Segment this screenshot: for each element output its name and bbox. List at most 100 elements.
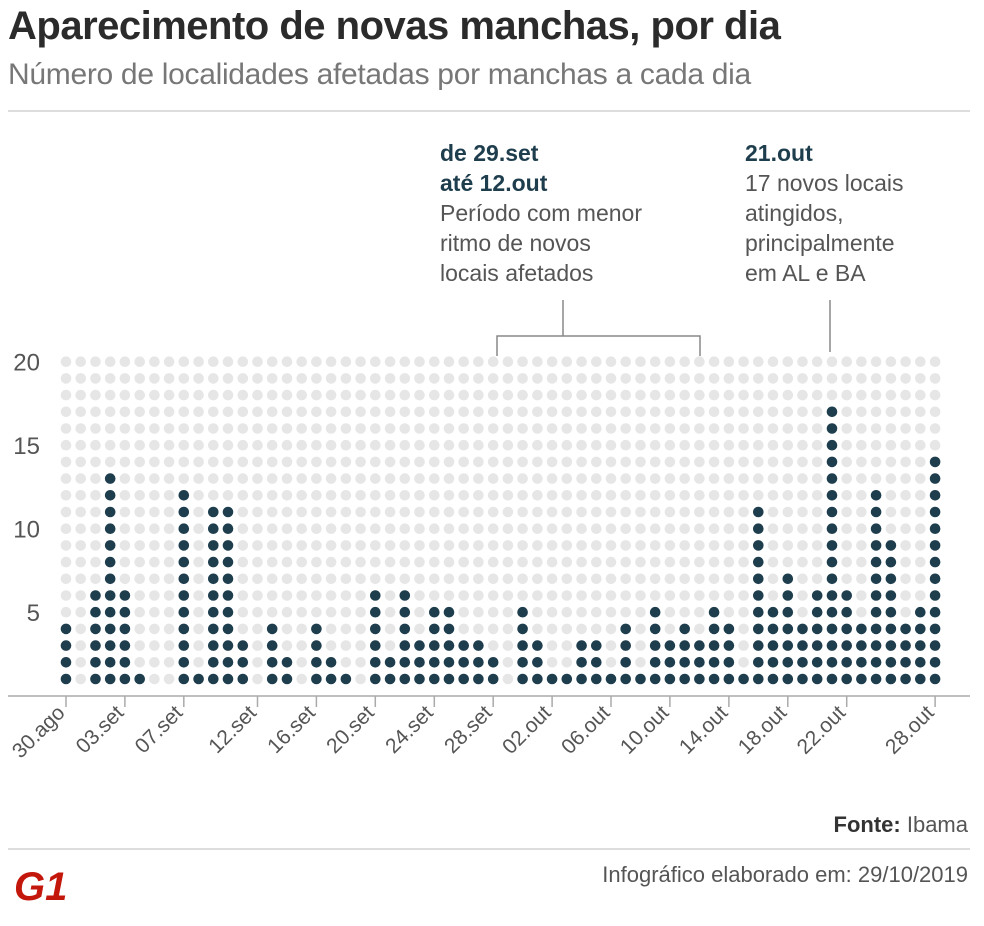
dot-empty <box>370 573 381 585</box>
dot-empty <box>458 406 470 418</box>
dot-filled <box>826 556 838 568</box>
dot-empty <box>811 540 823 551</box>
dot-empty <box>281 423 293 434</box>
dot-empty <box>605 490 617 501</box>
dot-empty <box>90 406 101 418</box>
dot-filled <box>104 506 116 518</box>
dot-filled <box>90 673 101 685</box>
dot-empty <box>163 456 175 468</box>
dot-empty <box>75 640 86 651</box>
dot-empty <box>679 490 690 501</box>
dot-empty <box>340 540 352 551</box>
dot-empty <box>856 406 867 418</box>
dot-filled <box>399 623 411 635</box>
dot-filled <box>929 456 941 468</box>
dot-empty <box>237 356 249 368</box>
dot-empty <box>679 473 690 484</box>
dot-empty <box>517 523 528 534</box>
dot-empty <box>635 640 646 651</box>
dot-empty <box>797 490 808 501</box>
dot-filled <box>443 657 455 668</box>
dot-empty <box>900 406 911 418</box>
dot-empty <box>311 456 322 468</box>
annotation-low-period-text-1: Período com menor <box>440 200 642 226</box>
dot-empty <box>782 406 794 418</box>
dot-empty <box>576 523 587 534</box>
dot-empty <box>325 423 337 434</box>
dot-filled <box>532 640 543 651</box>
dot-filled <box>723 640 735 651</box>
dot-filled <box>90 640 101 651</box>
dot-empty <box>325 473 337 484</box>
dot-filled <box>443 623 455 635</box>
dot-filled <box>591 673 602 685</box>
dot-empty <box>576 456 587 468</box>
dot-empty <box>384 523 396 534</box>
dot-empty <box>856 356 867 368</box>
dot-empty <box>134 389 145 401</box>
dot-filled <box>929 590 941 601</box>
annotation-low-period-title-1: de 29.set <box>440 140 539 166</box>
dot-empty <box>458 506 470 518</box>
dot-empty <box>929 439 941 451</box>
dot-filled <box>384 657 396 668</box>
dot-empty <box>252 389 263 401</box>
dot-empty <box>591 456 602 468</box>
dot-empty <box>340 406 352 418</box>
dot-empty <box>767 356 779 368</box>
dot-empty <box>75 523 86 534</box>
dot-empty <box>782 389 794 401</box>
dot-filled <box>104 640 116 651</box>
dot-empty <box>458 623 470 635</box>
dot-empty <box>134 623 145 635</box>
dot-empty <box>458 606 470 618</box>
dot-filled <box>208 673 219 685</box>
dot-empty <box>532 473 543 484</box>
dot-empty <box>502 590 514 601</box>
dot-empty <box>222 423 234 434</box>
dot-empty <box>311 439 322 451</box>
dot-empty <box>487 423 499 434</box>
dot-filled <box>473 673 484 685</box>
dot-empty <box>679 456 690 468</box>
dot-empty <box>134 573 145 585</box>
dot-empty <box>473 456 484 468</box>
dot-empty <box>561 490 573 501</box>
dot-empty <box>178 423 190 434</box>
dot-filled <box>222 590 234 601</box>
dot-filled <box>561 673 573 685</box>
dot-empty <box>90 490 101 501</box>
dot-empty <box>797 590 808 601</box>
dot-empty <box>605 573 617 585</box>
dot-empty <box>502 657 514 668</box>
dot-empty <box>753 439 764 451</box>
dot-empty <box>487 356 499 368</box>
dot-filled <box>208 523 219 534</box>
dot-empty <box>841 523 852 534</box>
dot-empty <box>841 423 852 434</box>
dot-empty <box>517 506 528 518</box>
dot-empty <box>296 456 308 468</box>
dot-empty <box>502 423 514 434</box>
dot-empty <box>605 606 617 618</box>
dot-empty <box>738 373 749 384</box>
dot-empty <box>355 590 366 601</box>
dot-filled <box>929 573 941 585</box>
y-tick-label: 5 <box>27 600 40 627</box>
dot-filled <box>797 673 808 685</box>
dot-empty <box>797 606 808 618</box>
dot-empty <box>885 423 897 434</box>
dot-empty <box>90 556 101 568</box>
dot-empty <box>797 439 808 451</box>
dot-empty <box>635 523 646 534</box>
dot-empty <box>414 606 425 618</box>
dot-empty <box>296 623 308 635</box>
dot-filled <box>870 556 882 568</box>
dot-empty <box>517 373 528 384</box>
dot-empty <box>163 606 175 618</box>
dot-empty <box>738 640 749 651</box>
dot-filled <box>429 623 440 635</box>
dot-empty <box>296 606 308 618</box>
dot-empty <box>134 640 145 651</box>
dot-filled <box>826 506 838 518</box>
